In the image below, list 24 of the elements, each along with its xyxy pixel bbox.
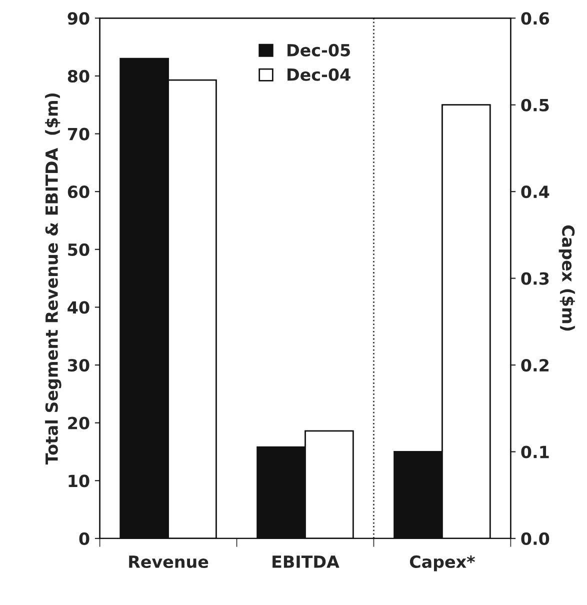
legend-label: Dec-05 bbox=[288, 44, 350, 56]
legend-label: Dec-04 bbox=[288, 68, 350, 81]
y-tick-label: 20 bbox=[68, 416, 90, 430]
y2-axis-title: Capex ($m) bbox=[558, 225, 575, 331]
y2-tick-label: 0.4 bbox=[521, 186, 550, 198]
y2-tick-label: 0.0 bbox=[521, 532, 550, 546]
y-tick-label: 50 bbox=[68, 243, 90, 256]
y-axis-title: Total Segment Revenue & EBITDA ($m) bbox=[45, 93, 62, 464]
y2-tick-label: 0.3 bbox=[521, 272, 549, 285]
y-tick-label: 10 bbox=[68, 474, 90, 488]
x-tick-label: Revenue bbox=[129, 556, 208, 568]
y2-tick-label: 0.6 bbox=[521, 12, 550, 25]
y-tick-label: 30 bbox=[68, 358, 90, 372]
y2-tick-label: 0.1 bbox=[521, 446, 549, 458]
y-tick-label: 90 bbox=[68, 12, 90, 25]
x-tick-label: Capex* bbox=[410, 555, 475, 572]
y-tick-label: 60 bbox=[68, 186, 90, 198]
y2-tick-label: 0.2 bbox=[521, 358, 548, 372]
y-tick-label: 0 bbox=[79, 532, 90, 546]
x-tick-label: EBITDA bbox=[272, 556, 340, 568]
y2-tick-label: 0.5 bbox=[521, 98, 549, 112]
y-tick-label: 70 bbox=[68, 128, 90, 140]
y-tick-label: 80 bbox=[68, 70, 90, 83]
y-tick-label: 40 bbox=[68, 301, 90, 314]
